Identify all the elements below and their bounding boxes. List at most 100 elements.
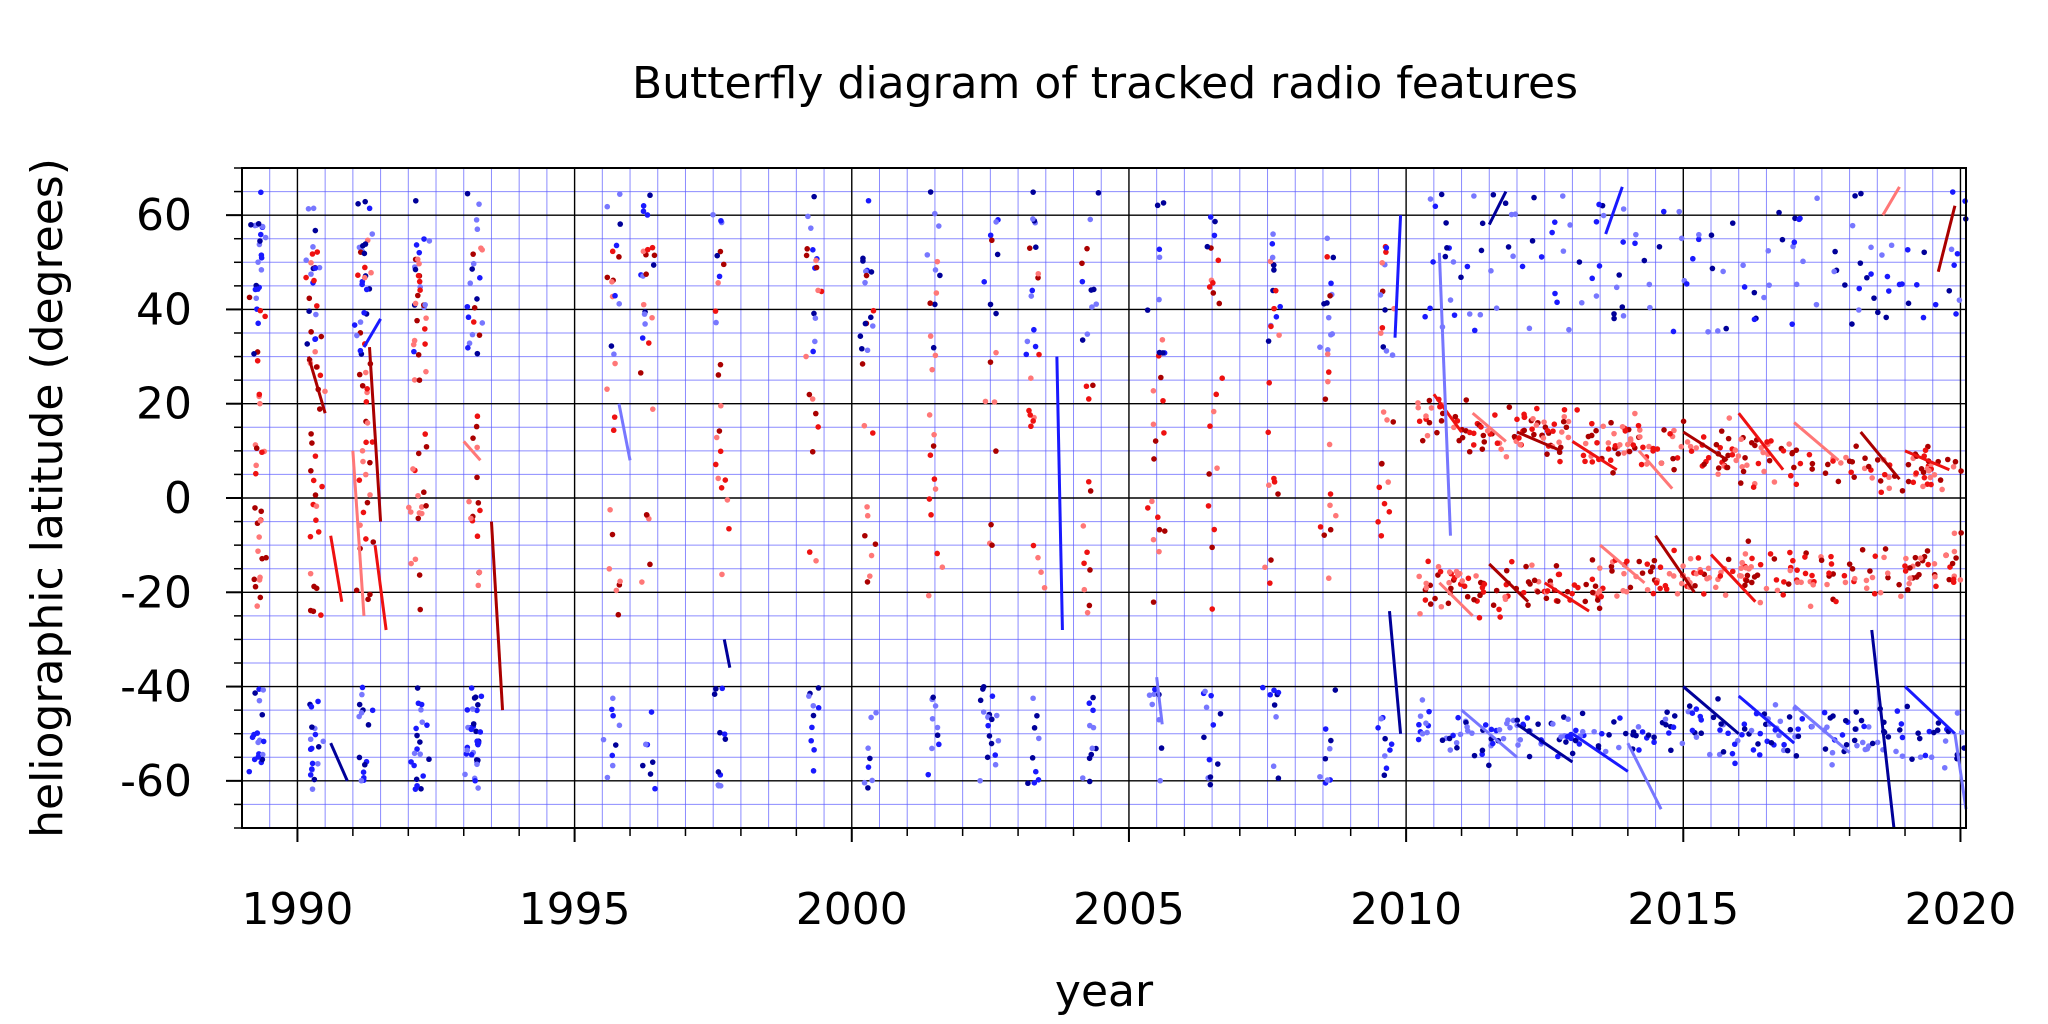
data-point — [411, 377, 418, 383]
data-point — [717, 248, 724, 255]
data-point — [1772, 702, 1779, 708]
data-point — [1842, 717, 1849, 724]
data-point — [1211, 232, 1218, 239]
data-point — [1450, 259, 1457, 265]
feature-track — [1654, 534, 1696, 594]
data-point — [1471, 193, 1477, 199]
data-point — [1201, 734, 1207, 741]
data-point — [1596, 565, 1603, 571]
data-point — [422, 301, 428, 308]
data-point — [477, 507, 483, 514]
data-point — [1949, 560, 1956, 567]
data-point — [1729, 750, 1736, 757]
data-point — [1325, 347, 1331, 353]
data-point — [1266, 482, 1272, 489]
data-point — [716, 428, 723, 434]
data-point — [1207, 214, 1214, 220]
y-tick-label: -20 — [120, 567, 192, 618]
data-point — [1540, 435, 1547, 441]
data-point — [467, 280, 474, 286]
data-point — [1463, 719, 1469, 726]
data-point — [1741, 721, 1748, 728]
data-point — [308, 431, 314, 437]
data-point — [809, 724, 815, 731]
data-point — [1083, 383, 1090, 390]
data-point — [1828, 561, 1835, 567]
data-point — [1269, 241, 1276, 247]
data-point — [1090, 286, 1097, 293]
data-point — [1160, 200, 1167, 206]
data-point — [715, 372, 722, 378]
data-point — [369, 439, 376, 445]
data-point — [1904, 703, 1911, 710]
data-point — [995, 737, 1002, 744]
data-point — [1683, 281, 1690, 287]
data-point — [1095, 190, 1102, 196]
data-point — [1732, 760, 1738, 767]
data-point — [1639, 729, 1646, 735]
data-point — [259, 555, 265, 562]
data-point — [1477, 592, 1483, 599]
data-point — [1526, 325, 1533, 332]
data-point — [989, 237, 995, 244]
data-point — [1437, 568, 1444, 575]
data-point — [1383, 244, 1390, 251]
data-point — [1704, 575, 1710, 582]
data-point — [1446, 569, 1453, 575]
data-point — [1885, 288, 1892, 294]
data-point — [862, 532, 868, 539]
data-point — [1324, 351, 1331, 357]
data-point — [1724, 464, 1731, 471]
data-point — [1438, 191, 1445, 198]
data-point — [420, 773, 426, 779]
data-point — [1478, 424, 1484, 430]
data-point — [1684, 439, 1691, 445]
data-point — [462, 771, 468, 778]
data-point — [1774, 587, 1781, 594]
data-point — [1270, 763, 1277, 770]
data-point — [1566, 326, 1572, 333]
data-point — [1884, 570, 1891, 577]
data-point — [1575, 584, 1581, 591]
data-point — [1464, 263, 1471, 270]
data-point — [1427, 196, 1434, 202]
data-point — [255, 220, 262, 227]
data-point — [1526, 753, 1533, 760]
data-point — [251, 351, 257, 357]
data-point — [1159, 336, 1166, 343]
data-point — [310, 608, 317, 615]
data-point — [1150, 536, 1157, 543]
data-point — [1026, 407, 1032, 414]
data-point — [648, 709, 655, 715]
chart-title: Butterfly diagram of tracked radio featu… — [632, 58, 1578, 109]
data-point — [1453, 739, 1460, 746]
data-point — [1156, 526, 1163, 533]
data-point — [1593, 427, 1599, 434]
data-point — [1781, 741, 1787, 748]
data-point — [1084, 549, 1090, 556]
data-point — [1720, 749, 1727, 755]
data-point — [1490, 602, 1497, 609]
data-point — [600, 736, 607, 743]
data-point — [1535, 721, 1541, 727]
data-point — [414, 685, 421, 691]
data-point — [1757, 599, 1764, 606]
data-point — [1466, 311, 1473, 317]
data-point — [308, 329, 314, 335]
data-point — [1514, 717, 1521, 724]
data-point — [1922, 447, 1929, 454]
data-point — [616, 722, 623, 729]
data-point — [1459, 578, 1466, 584]
data-point — [715, 783, 722, 789]
grid-layer — [241, 167, 1966, 829]
data-point — [306, 308, 312, 314]
data-point — [1920, 483, 1926, 490]
data-point — [1633, 732, 1639, 739]
data-point — [1754, 572, 1761, 578]
y-axis-label: heliographic latitude (degrees) — [22, 158, 73, 838]
data-point — [361, 309, 367, 316]
data-point — [1415, 400, 1421, 406]
data-point — [1644, 586, 1651, 593]
data-point — [474, 350, 481, 357]
data-point — [806, 549, 813, 555]
